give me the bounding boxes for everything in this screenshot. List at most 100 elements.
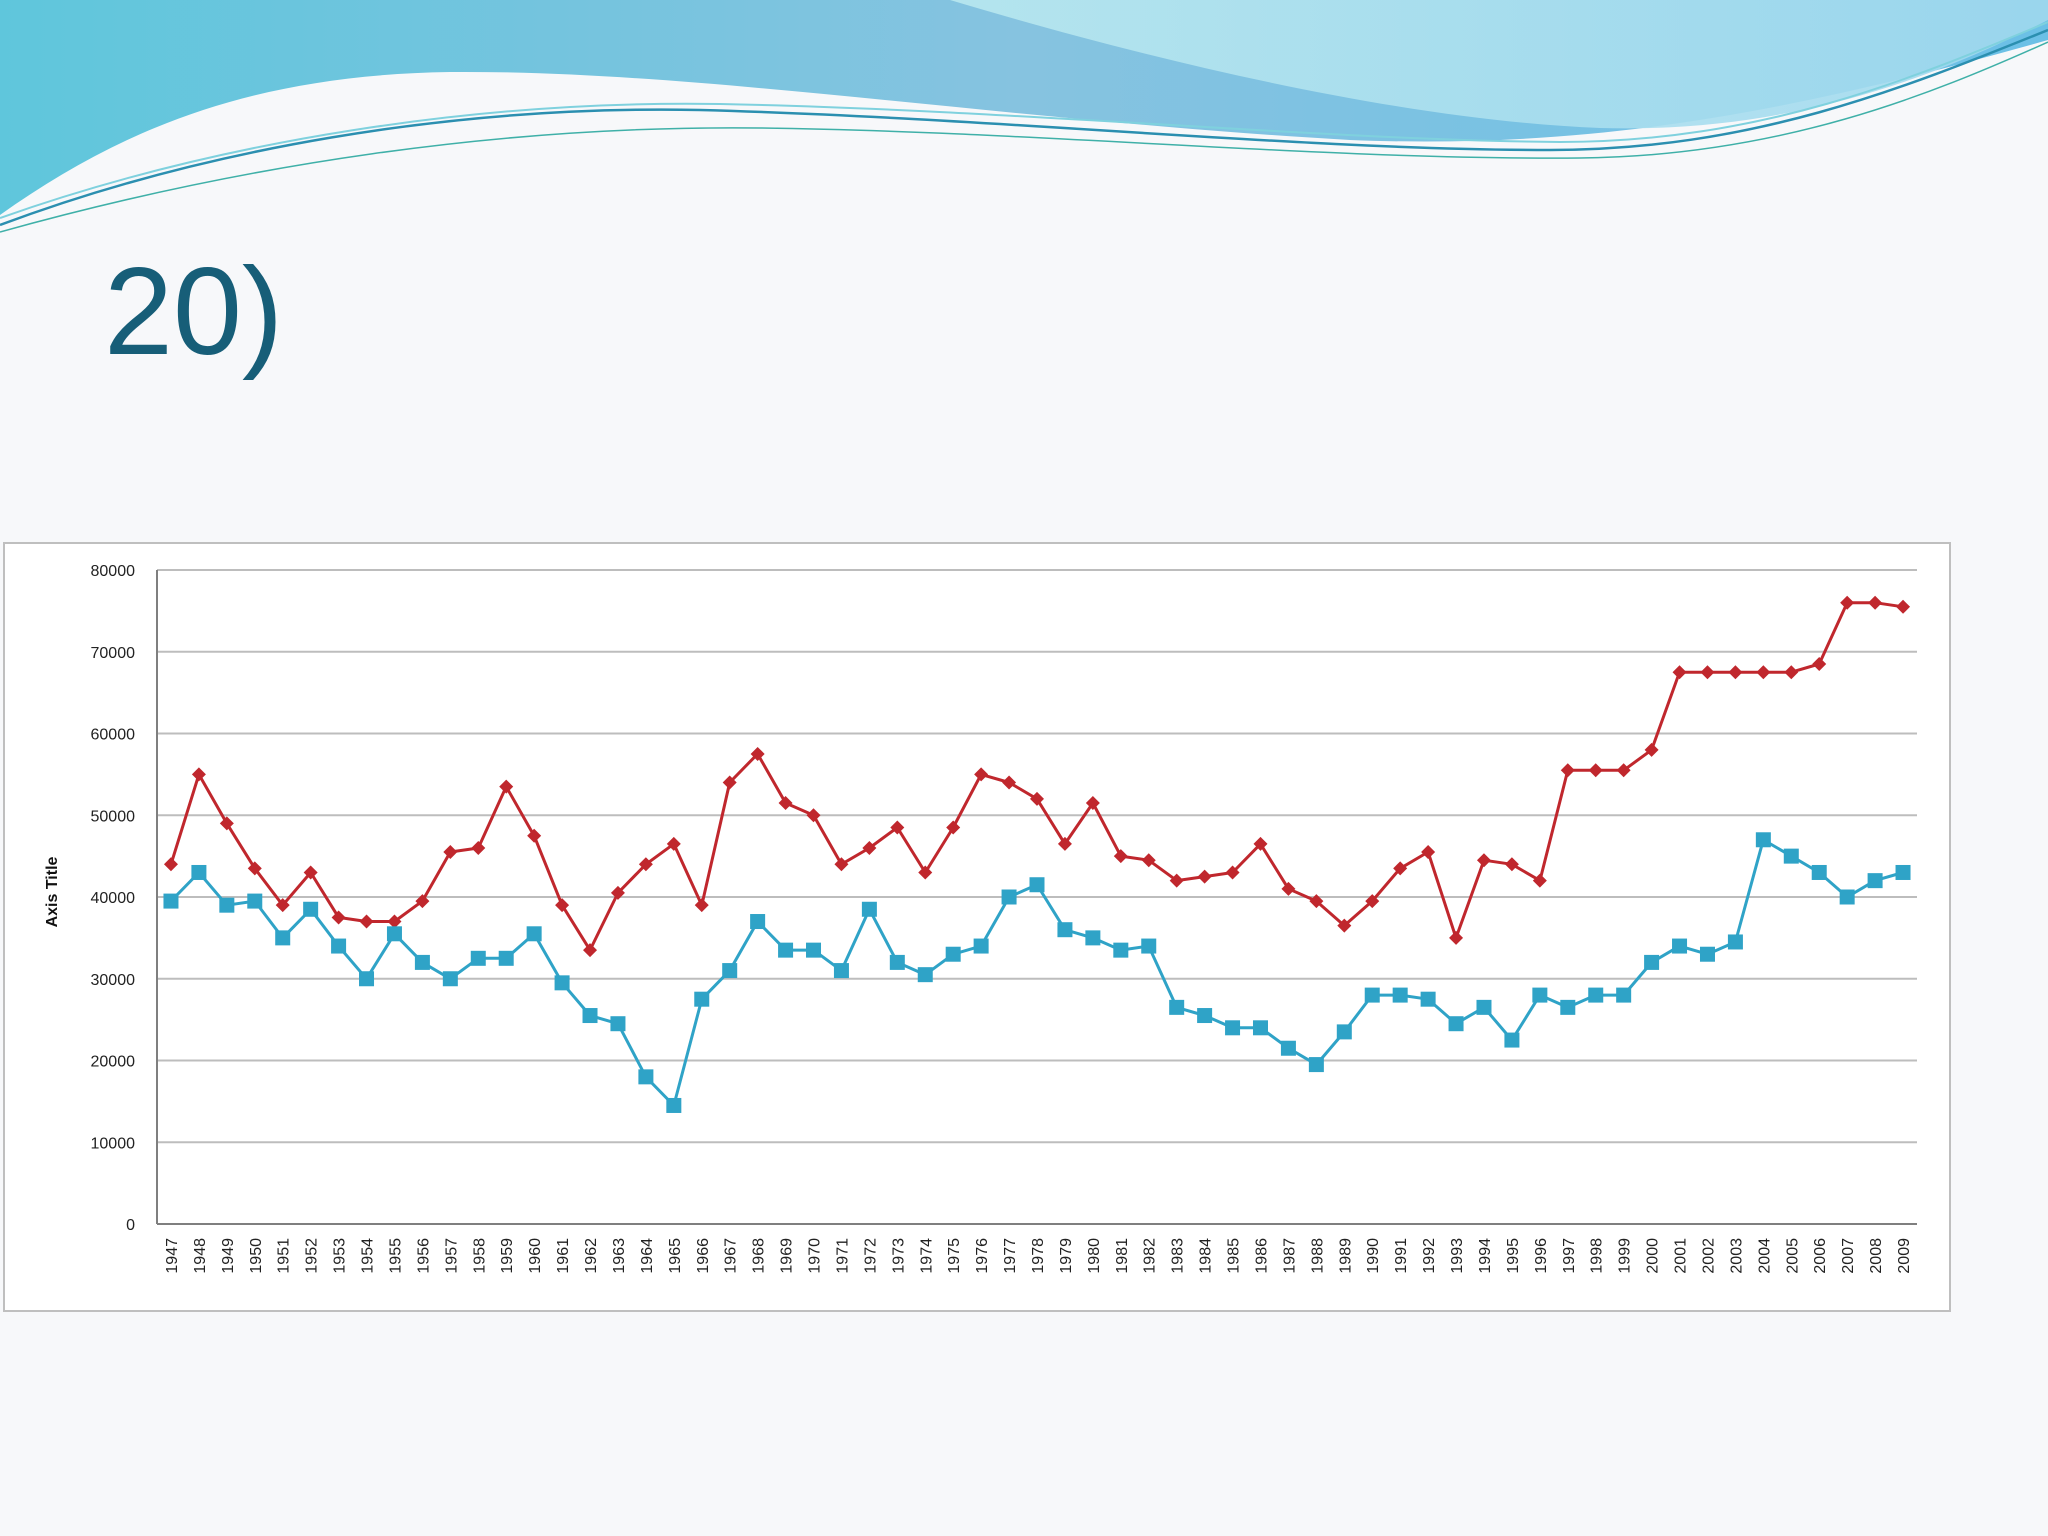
series-2-point [1476, 999, 1492, 1015]
series-1-point [415, 894, 430, 909]
series-1-point [1896, 599, 1911, 614]
series-2-point [638, 1069, 654, 1085]
series-2-point [163, 893, 179, 909]
series-2-point [1644, 954, 1660, 970]
x-tick-label: 1984 [1198, 1238, 1215, 1274]
series-2-point [1839, 889, 1855, 905]
series-2-point [722, 963, 738, 979]
series-2-point [1169, 999, 1185, 1015]
x-tick-label: 1965 [667, 1238, 684, 1274]
series-1-point [163, 857, 178, 872]
series-1-point [1030, 791, 1044, 806]
series-2-point [1308, 1057, 1324, 1073]
series-1-point [890, 820, 905, 835]
series-2-point [359, 971, 375, 987]
x-tick-label: 2006 [1812, 1238, 1829, 1274]
x-tick-label: 1952 [304, 1238, 321, 1274]
x-tick-label: 1957 [443, 1238, 460, 1274]
series-1-point [1113, 849, 1128, 864]
y-tick-label: 80000 [91, 563, 136, 580]
x-tick-label: 1988 [1309, 1238, 1326, 1274]
series-1-point [834, 857, 849, 872]
series-1-point [1449, 930, 1464, 945]
y-tick-label: 20000 [91, 1054, 136, 1071]
series-2-point [582, 1008, 598, 1024]
x-tick-label: 1983 [1170, 1238, 1187, 1274]
series-2-point [1811, 864, 1827, 880]
series-2-point [414, 954, 430, 970]
series-2-point [1029, 877, 1045, 893]
series-1-point [1057, 836, 1072, 851]
x-tick-label: 2002 [1700, 1238, 1717, 1274]
x-tick-label: 1951 [276, 1238, 293, 1274]
x-tick-label: 1989 [1337, 1238, 1354, 1274]
series-1-point [219, 816, 234, 831]
x-tick-label: 1974 [918, 1238, 935, 1274]
x-tick-label: 1972 [862, 1238, 879, 1274]
x-tick-label: 2003 [1728, 1238, 1745, 1274]
series-1-point [1225, 865, 1240, 880]
series-2-point [526, 926, 542, 942]
x-tick-label: 1991 [1393, 1238, 1410, 1274]
series-1-point [583, 943, 598, 958]
series-1-point [1281, 881, 1296, 896]
x-tick-label: 1993 [1449, 1238, 1466, 1274]
x-tick-label: 1976 [974, 1238, 991, 1274]
series-1-point [1728, 665, 1743, 680]
x-tick-label: 2004 [1756, 1238, 1773, 1274]
x-tick-label: 1962 [583, 1238, 600, 1274]
series-2-point [1560, 999, 1576, 1015]
series-1-point [1421, 845, 1436, 860]
series-1-point [275, 898, 290, 913]
series-2-point [1867, 873, 1883, 889]
series-1-point [778, 795, 793, 810]
series-1-point [471, 840, 486, 855]
x-tick-label: 2000 [1645, 1238, 1662, 1274]
x-tick-label: 1978 [1030, 1238, 1047, 1274]
series-2-point [1392, 987, 1408, 1003]
x-tick-label: 1997 [1561, 1238, 1578, 1274]
series-1-point [387, 914, 402, 929]
series-2-point [1895, 864, 1911, 880]
x-tick-label: 1956 [415, 1238, 432, 1274]
series-1-point [1337, 918, 1352, 933]
y-tick-label: 70000 [91, 645, 136, 662]
series-1-point [1840, 595, 1855, 610]
series-1-point [1169, 873, 1184, 888]
series-1-point [499, 779, 514, 794]
x-tick-label: 1958 [471, 1238, 488, 1274]
x-tick-label: 1998 [1589, 1238, 1606, 1274]
x-tick-label: 1999 [1617, 1238, 1634, 1274]
series-2-point [1113, 942, 1129, 958]
series-2-point [247, 893, 263, 909]
series-1-point [1812, 657, 1827, 672]
series-1-point [610, 885, 625, 900]
x-tick-label: 2005 [1784, 1238, 1801, 1274]
x-tick-label: 1963 [611, 1238, 628, 1274]
series-1-point [1085, 795, 1100, 810]
series-2-point [945, 946, 961, 962]
series-2 [163, 832, 1911, 1113]
series-1-point [974, 767, 989, 782]
x-tick-label: 1966 [695, 1238, 712, 1274]
x-tick-label: 1971 [834, 1238, 851, 1274]
x-tick-label: 2008 [1868, 1238, 1885, 1274]
y-tick-label: 50000 [91, 808, 136, 825]
series-1-point [1560, 763, 1575, 778]
x-tick-label: 1996 [1533, 1238, 1550, 1274]
x-tick-label: 1995 [1505, 1238, 1522, 1274]
series-1-point [666, 836, 681, 851]
series-2-point [1141, 938, 1157, 954]
y-axis-title: Axis Title [44, 856, 61, 927]
series-1-point [1784, 665, 1799, 680]
series-2-point [1420, 991, 1436, 1007]
series-2-point [694, 991, 710, 1007]
x-tick-label: 1980 [1086, 1238, 1103, 1274]
series-1-point [750, 746, 765, 761]
series-1-point [555, 898, 570, 913]
series-1-point [1756, 665, 1771, 680]
series-2-point [1699, 946, 1715, 962]
x-tick-label: 1964 [639, 1238, 656, 1274]
series-1-point [806, 808, 821, 823]
series-1-point [1588, 763, 1603, 778]
